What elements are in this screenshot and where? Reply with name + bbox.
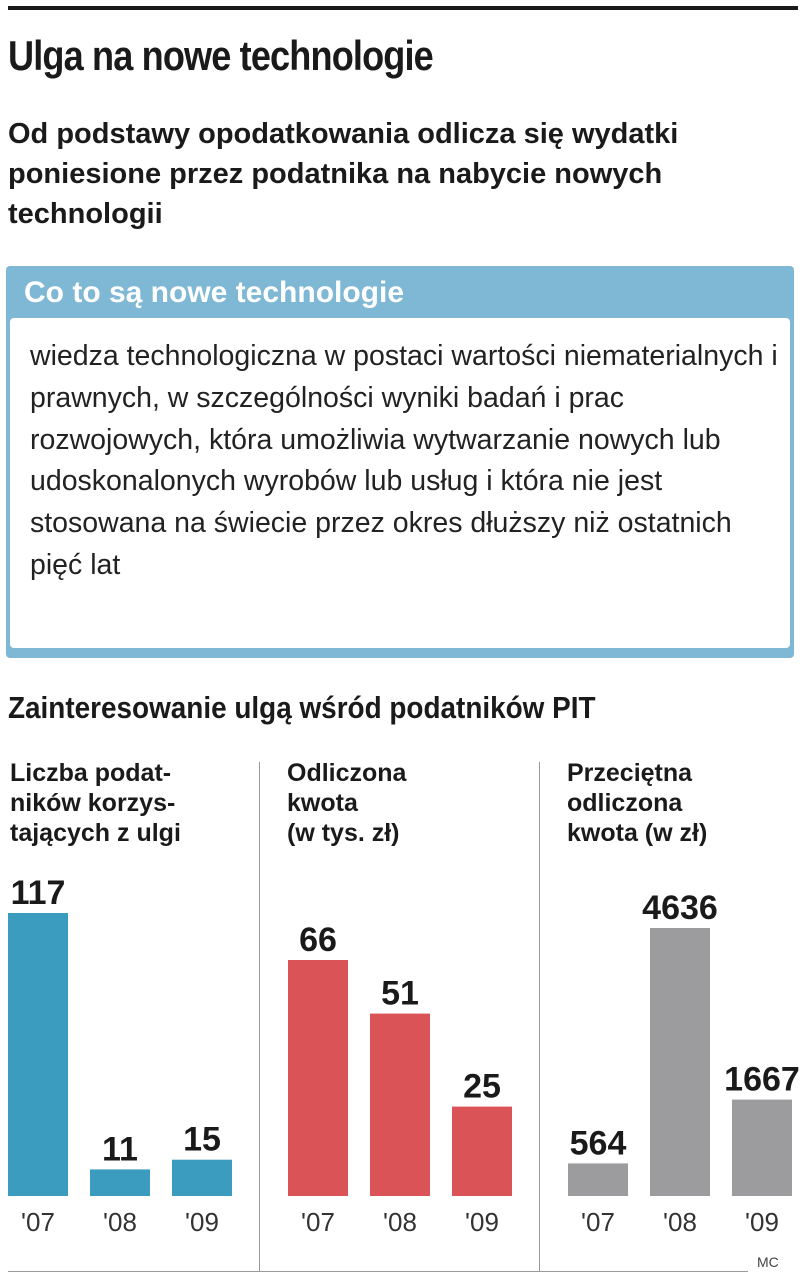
data-label: 11 (102, 1130, 138, 1168)
x-tick-label: '07 (581, 1207, 615, 1237)
x-tick-label: '09 (185, 1207, 219, 1237)
bar (8, 913, 68, 1196)
panel-label-average-amount: Przeciętna odliczona kwota (w zł) (567, 758, 707, 848)
panel-label-line: odliczona (567, 789, 683, 817)
panel-label-taxpayers: Liczba podat- ników korzys- tających z u… (10, 758, 181, 848)
page-title: Ulga na nowe technologie (8, 32, 434, 79)
data-label: 4636 (642, 889, 718, 927)
definition-box-body: wiedza technologiczna w postaci wartości… (10, 318, 790, 648)
x-tick-label: '08 (103, 1207, 137, 1237)
x-tick-label: '09 (465, 1207, 499, 1237)
panel-label-line: Odliczona (287, 759, 407, 787)
data-label: 1667 (724, 1061, 800, 1099)
x-tick-label: '08 (663, 1207, 697, 1237)
panel-divider (259, 762, 260, 1272)
bar (650, 928, 710, 1196)
bar (732, 1099, 792, 1196)
panel-divider (539, 762, 540, 1272)
definition-box-title: Co to są nowe technologie (24, 276, 405, 309)
x-tick-label: '08 (383, 1207, 417, 1237)
definition-box: Co to są nowe technologie wiedza technol… (6, 266, 794, 658)
bar (90, 1169, 150, 1196)
panel-label-line: kwota (w zł) (567, 819, 708, 847)
data-label: 25 (463, 1068, 501, 1106)
panel-label-deducted-amount: Odliczona kwota (w tys. zł) (287, 758, 406, 848)
data-label: 564 (570, 1124, 627, 1162)
bar (568, 1163, 628, 1196)
bar (452, 1106, 512, 1196)
data-label: 66 (299, 921, 337, 959)
panel-label-line: ników korzys- (10, 789, 176, 817)
panel-label-line: Liczba podat- (10, 759, 172, 787)
x-tick-label: '07 (21, 1207, 55, 1237)
bar (288, 960, 348, 1196)
data-label: 15 (183, 1121, 221, 1159)
data-label: 51 (381, 975, 419, 1013)
panel-label-line: kwota (287, 789, 358, 817)
x-tick-label: '07 (301, 1207, 335, 1237)
panel-label-line: tających z ulgi (10, 819, 181, 847)
source-credit: MC (757, 1254, 779, 1270)
page-subtitle: Od podstawy opodatkowania odlicza się wy… (8, 118, 679, 230)
panel-label-line: (w tys. zł) (287, 819, 400, 847)
chart-section-title: Zainteresowanie ulgą wśród podatników PI… (8, 690, 596, 725)
bar (370, 1013, 430, 1196)
top-rule (8, 6, 798, 10)
bottom-rule (8, 1271, 748, 1272)
x-tick-label: '09 (745, 1207, 779, 1237)
data-label: 117 (11, 874, 66, 912)
panel-label-line: Przeciętna (567, 759, 693, 787)
bar (172, 1159, 232, 1196)
definition-text: wiedza technologiczna w postaci wartości… (30, 340, 778, 581)
